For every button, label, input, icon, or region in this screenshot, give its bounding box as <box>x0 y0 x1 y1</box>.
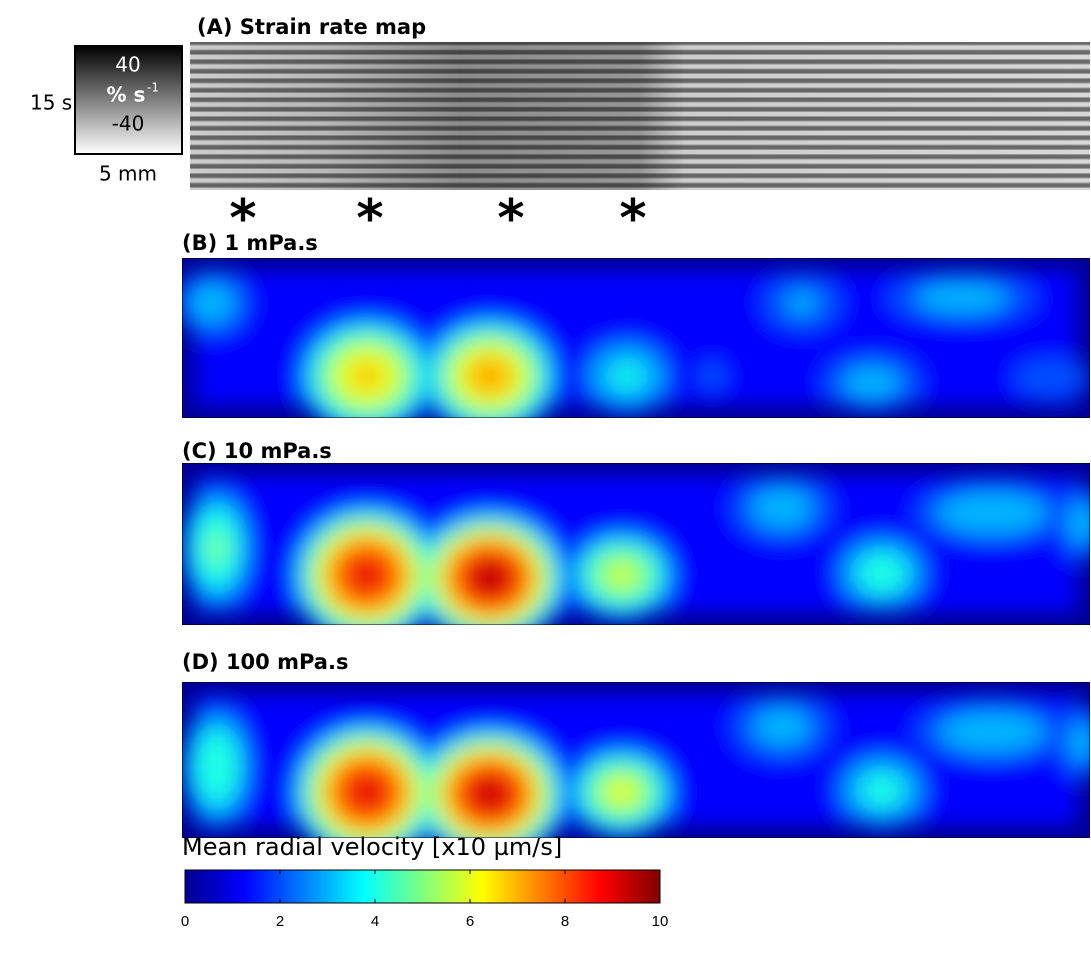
panel-title: (A) Strain rate map <box>197 15 426 39</box>
heatmap-contour <box>843 366 901 400</box>
scale-unit: % s <box>107 83 146 107</box>
heatmap-contour <box>785 291 819 315</box>
colorbar-tick-label: 10 <box>652 913 669 930</box>
heatmap-field <box>182 269 1090 418</box>
heatmap-contour <box>481 786 499 802</box>
heatmap-contour <box>477 566 503 590</box>
heatmap-contour <box>1067 501 1090 545</box>
heatmap-contour <box>916 282 1008 314</box>
heatmap <box>182 258 1090 418</box>
heatmap-contour <box>196 730 238 804</box>
heatmap-field <box>182 693 1090 838</box>
heatmap-contour <box>612 364 642 388</box>
colorbar-tick-label: 6 <box>466 913 474 930</box>
heatmap-contour <box>351 560 383 590</box>
time-label: 15 s <box>30 91 72 115</box>
heatmap-contour <box>353 364 381 388</box>
colorbar-tick-label: 8 <box>561 913 569 930</box>
colorbar-tick-label: 0 <box>181 913 189 930</box>
marker: * <box>229 189 256 249</box>
heatmap-contour <box>1068 722 1090 762</box>
scale-max: 40 <box>115 53 140 77</box>
panel-title: (B) 1 mPa.s <box>182 231 318 255</box>
scale-box <box>74 45 183 155</box>
strain-map-shade <box>190 42 1090 190</box>
heatmap-contour <box>605 777 639 807</box>
heatmap-field <box>182 474 1090 625</box>
heatmap-contour <box>189 282 235 324</box>
colorbar <box>184 869 661 904</box>
heatmap-contour <box>939 711 1045 753</box>
heatmap-contour <box>466 355 514 397</box>
scale-min: -40 <box>112 112 145 136</box>
marker: * <box>356 189 383 249</box>
heatmap <box>182 682 1090 838</box>
heatmap <box>182 463 1090 625</box>
marker: * <box>619 189 646 249</box>
scale-unit-exponent: -1 <box>147 81 159 95</box>
heatmap-contour <box>751 487 813 529</box>
heatmap-contour <box>753 707 811 747</box>
colorbar-tick-label: 2 <box>276 913 284 930</box>
panel-title: (D) 100 mPa.s <box>182 650 348 674</box>
heatmap-contour <box>207 532 227 564</box>
distance-label: 5 mm <box>99 162 157 186</box>
heatmap-contour <box>1013 358 1090 398</box>
heatmap-contour <box>862 773 902 807</box>
heatmap-contour <box>609 564 635 586</box>
heatmap-contour <box>697 361 727 391</box>
heatmap-contour <box>937 491 1047 535</box>
marker: * <box>497 189 524 249</box>
colorbar-tick-label: 4 <box>371 913 379 930</box>
panel-title: (C) 10 mPa.s <box>182 439 332 463</box>
colorbar-label: Mean radial velocity [x10 µm/s] <box>182 833 562 861</box>
heatmap-contour <box>858 553 906 593</box>
heatmap-contour <box>349 775 385 809</box>
